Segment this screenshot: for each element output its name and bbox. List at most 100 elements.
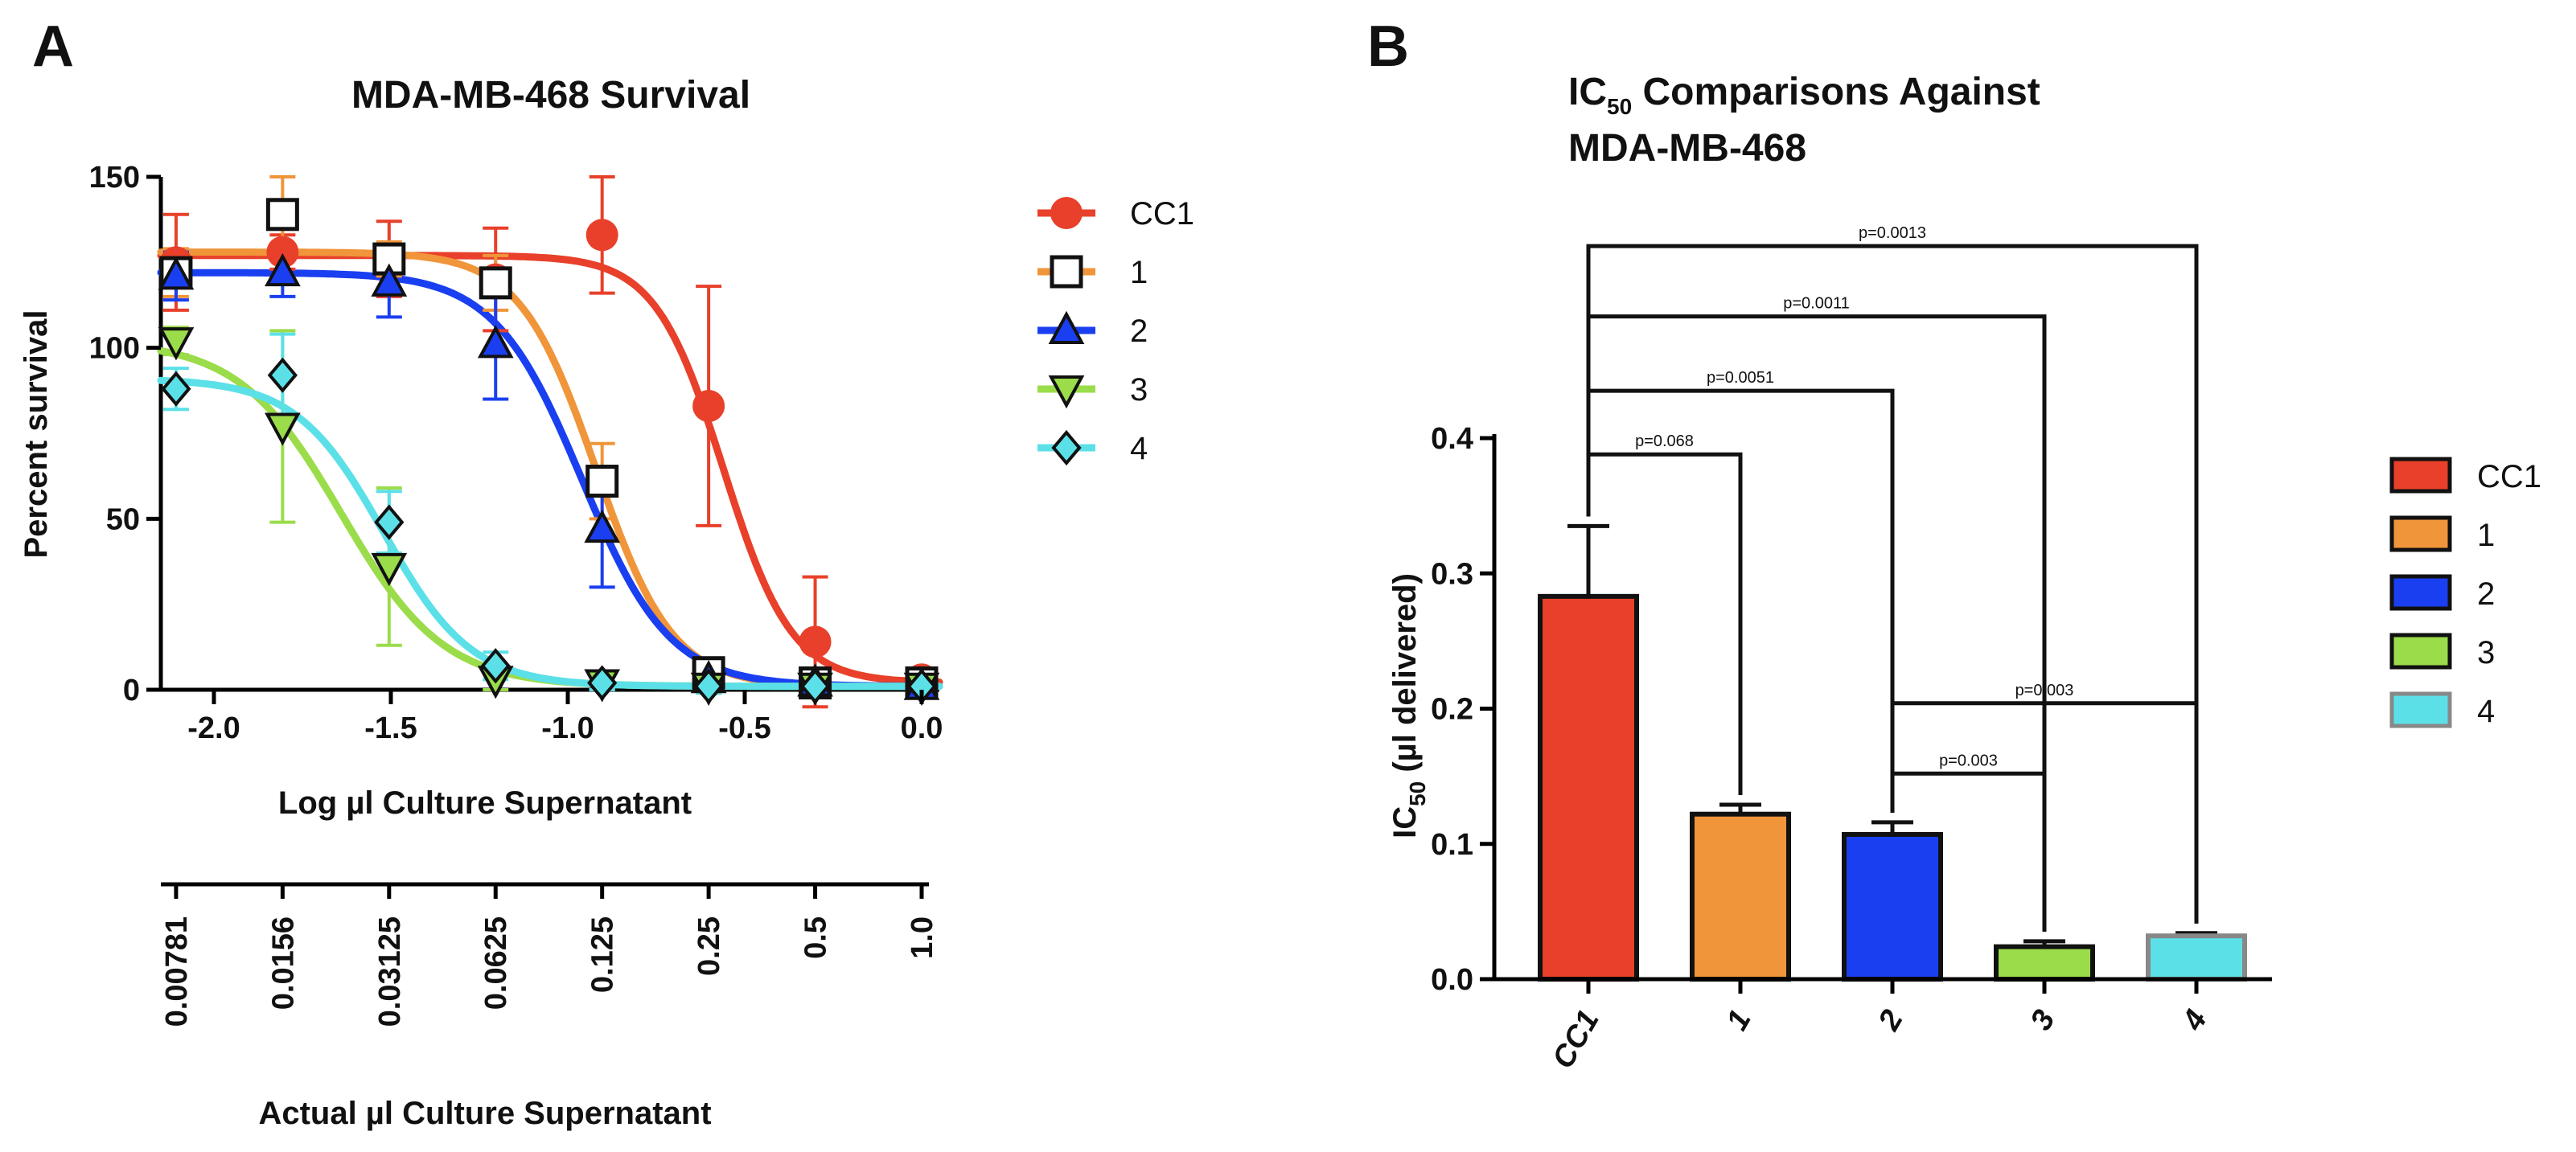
x-tick-label: 4 (2175, 1005, 2213, 1037)
data-point-2 (264, 252, 301, 287)
chart-b-significance-brackets: p=0.0013 p=0.0011 p=0.0051 p=0.068 p=0.003 p=… (1586, 224, 2199, 932)
x-tick-label: -2.0 (187, 711, 240, 745)
legend-label-4: 4 (1130, 431, 1148, 466)
data-point-4 (267, 357, 298, 393)
data-point-3 (371, 552, 408, 587)
secondary-tick-label: 0.25 (692, 916, 726, 976)
data-point-3 (264, 412, 301, 446)
legend-swatch-2 (2389, 574, 2452, 611)
legend-label-2: 2 (1130, 314, 1148, 349)
data-point-4 (480, 648, 511, 684)
chart-b-ylabel-prefix: IC (1387, 806, 1423, 838)
p-value-label: p=0.0013 (1859, 224, 1926, 242)
significance-bracket (1586, 452, 1743, 795)
data-point-2 (584, 509, 621, 543)
data-point-1 (585, 465, 619, 498)
bar-1 (1690, 811, 1791, 982)
chart-a-legend: CC1 1 2 3 4 (1037, 196, 1194, 466)
p-value-label: p=0.003 (2015, 682, 2074, 699)
data-point-2 (158, 256, 195, 290)
legend-marker-3 (1048, 375, 1085, 409)
y-tick-label: 0.2 (1431, 693, 1473, 727)
x-tick-label: 0.0 (901, 711, 943, 745)
data-point-1 (479, 266, 512, 300)
bar-2 (1842, 831, 1943, 982)
panel-a-letter: A (32, 14, 74, 79)
y-tick-label: 0.0 (1431, 963, 1473, 997)
data-point-1 (265, 198, 299, 232)
y-tick-label: 0.3 (1431, 557, 1473, 591)
fit-curve-CC1 (157, 252, 943, 686)
x-tick-label: CC1 (1546, 1005, 1605, 1075)
legend-marker-2 (1048, 310, 1085, 344)
chart-a-x-ticks: -2.0 -1.5 -1.0 -0.5 0.0 (187, 690, 943, 745)
chart-a-secondary-axis: 0.00781 0.0156 0.03125 0.0625 0.125 0.25 0.5 1.… (160, 882, 939, 1027)
p-value-label: p=0.068 (1635, 433, 1694, 450)
legend-label-2: 2 (2477, 576, 2495, 612)
chart-a-data-points (158, 198, 940, 706)
legend-swatch-1 (2389, 515, 2452, 552)
chart-b-title-line2: MDA-MB-468 (1568, 127, 1806, 170)
legend-swatch-CC1 (2389, 457, 2452, 494)
legend-swatch-3 (2389, 633, 2452, 670)
chart-a-title: MDA-MB-468 Survival (351, 74, 750, 117)
chart-b-ylabel-rest: (µl delivered) (1387, 573, 1423, 781)
bar-3 (1994, 944, 2095, 982)
y-tick-label: 50 (106, 502, 140, 536)
chart-a-secondary-axis-label: Actual µl Culture Supernatant (258, 1096, 711, 1131)
x-tick-label: -1.0 (541, 711, 594, 745)
secondary-tick-label: 0.03125 (373, 916, 407, 1027)
bar-4 (2146, 933, 2247, 982)
x-tick-label: 3 (2024, 1005, 2062, 1036)
data-point-2 (477, 325, 514, 359)
legend-marker-1 (1050, 255, 1083, 289)
panel-b: B IC50 Comparisons Against MDA-MB-468 p=… (1367, 14, 2541, 1074)
legend-label-1: 1 (1130, 255, 1148, 290)
bar-CC1 (1538, 593, 1639, 982)
data-point-CC1 (585, 219, 618, 252)
chart-b-y-ticks: 0.0 0.1 0.2 0.3 0.4 (1431, 422, 1494, 997)
x-tick-label: 1 (1720, 1005, 1758, 1036)
panel-a: A MDA-MB-468 Survival 0 50 100 150 -2.0 -1.5… (18, 14, 1194, 1131)
data-point-2 (371, 263, 408, 297)
legend-label-CC1: CC1 (2477, 459, 2541, 494)
legend-label-3: 3 (1130, 372, 1148, 408)
y-tick-label: 0.4 (1431, 422, 1473, 456)
x-tick-label: -1.5 (364, 711, 417, 745)
data-point-CC1 (799, 625, 832, 658)
data-point-4 (693, 668, 724, 704)
chart-a-y-axis-label: Percent survival (18, 310, 54, 558)
legend-marker-CC1 (1050, 197, 1083, 229)
data-point-4 (587, 665, 618, 701)
chart-a-fit-curves (157, 248, 943, 691)
chart-b-y-axis-label: IC50 (µl delivered) (1387, 573, 1430, 838)
data-point-4 (161, 371, 191, 407)
chart-b-title-rest: Comparisons Against (1632, 71, 2040, 113)
data-point-CC1 (692, 389, 725, 422)
y-tick-label: 0.1 (1431, 828, 1473, 862)
legend-label-CC1: CC1 (1130, 196, 1194, 232)
data-point-CC1 (266, 236, 299, 269)
data-point-4 (374, 504, 405, 540)
legend-marker-4 (1051, 429, 1082, 466)
panel-b-letter: B (1367, 14, 1409, 79)
p-value-label: p=0.003 (1939, 752, 1998, 769)
chart-a-y-ticks: 0 50 100 150 (89, 161, 161, 707)
x-tick-label: 2 (1871, 1005, 1909, 1037)
data-point-3 (158, 327, 195, 361)
data-point-4 (799, 668, 831, 704)
significance-bracket (1890, 701, 2199, 924)
chart-b-title-subscript: 50 (1607, 94, 1632, 119)
chart-b-title-prefix: IC (1568, 71, 1607, 113)
legend-swatch-4 (2389, 691, 2452, 728)
secondary-tick-label: 0.0156 (266, 916, 300, 1010)
secondary-tick-label: 0.5 (799, 916, 833, 959)
x-tick-label: -0.5 (718, 711, 770, 745)
y-tick-label: 150 (89, 161, 140, 195)
fit-curve-1 (157, 248, 943, 691)
secondary-tick-label: 0.00781 (160, 916, 194, 1027)
legend-label-3: 3 (2477, 635, 2495, 670)
significance-bracket (1586, 314, 2047, 932)
y-tick-label: 100 (89, 332, 140, 366)
secondary-tick-label: 0.0625 (479, 916, 513, 1010)
